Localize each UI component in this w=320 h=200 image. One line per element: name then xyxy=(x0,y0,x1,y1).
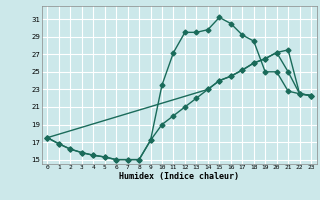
X-axis label: Humidex (Indice chaleur): Humidex (Indice chaleur) xyxy=(119,172,239,181)
